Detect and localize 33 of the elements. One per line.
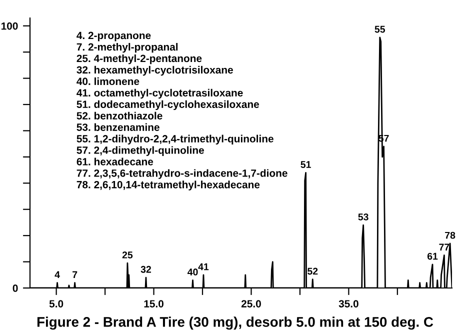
annotation: 25 [122, 252, 133, 258]
y-tick-label: 100 [1, 22, 18, 30]
annotation: 32. hexamethyl-cyclotrisiloxane [76, 66, 233, 76]
annotation: 25. 4-methyl-2-pentanone [76, 54, 202, 64]
annotation: 40. limonene [76, 77, 140, 86]
annotation: 78 [445, 232, 456, 239]
annotation: 78. 2,6,10,14-tetramethyl-hexadecane [76, 180, 260, 190]
annotation: 53. benzenamine [76, 123, 160, 131]
annotation: 40 [188, 268, 198, 276]
annotation: 4. 2-propanone [76, 32, 151, 42]
y-tick-label: 0 [12, 284, 18, 292]
annotation: 77. 2,3,5,6-tetrahydro-s-indacene-1,7-dione [76, 169, 288, 179]
text: Figure 2 - Brand A Tire (30 mg), desorb 5.0 min at 150 deg. C [37, 316, 434, 330]
x-tick-label: 15.0 [144, 300, 164, 308]
annotation: 41 [198, 263, 209, 270]
annotation: 61. hexadecane [76, 158, 154, 166]
annotation: 52 [308, 268, 318, 275]
annotation: 51. dodecamethyl-cyclohexasiloxane [76, 100, 260, 110]
x-tick-label: 5.0 [49, 300, 64, 308]
x-tick-label: 35.0 [338, 300, 358, 308]
annotation: 53 [358, 214, 368, 220]
annotation: 52. benzothiazole [76, 112, 162, 120]
annotation: 4 [54, 271, 60, 278]
annotation: 55. 1,2-dihydro-2,2,4-trimethyl-quinoline [76, 134, 274, 144]
annotation: 61 [427, 252, 438, 260]
annotation: 51 [300, 161, 311, 168]
x-tick-label: 25.0 [241, 300, 261, 308]
annotation: 55 [374, 26, 386, 33]
annotation: 57. 2,4-dimethyl-quinoline [76, 146, 204, 156]
annotation: 41. octamethyl-cyclotetrasiloxane [76, 88, 243, 99]
annotation: 7 [72, 271, 78, 278]
annotation: 7. 2-methyl-propanal [76, 42, 178, 53]
annotation: 32 [140, 266, 151, 273]
